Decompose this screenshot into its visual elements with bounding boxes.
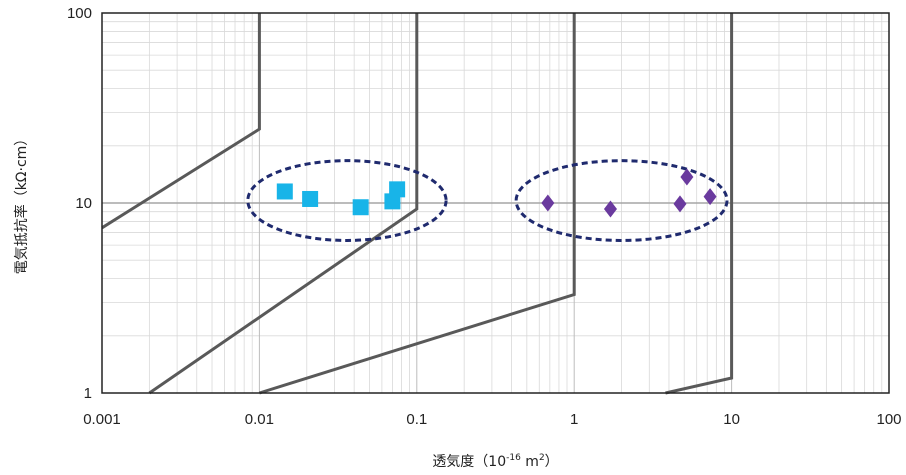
diamond-marker [680, 168, 694, 186]
x-tick-label: 0.01 [245, 411, 274, 428]
boundary-line-3 [258, 13, 576, 395]
plot-frame [101, 12, 890, 394]
diamond-marker [673, 195, 687, 213]
x-axis-title-main: 透気度（10 [432, 454, 506, 470]
x-axis-title-exponent-2: 2 [539, 453, 545, 463]
x-tick-label: 1 [570, 411, 578, 428]
y-tick-label: 100 [67, 5, 92, 22]
square-marker [276, 183, 293, 200]
ellipse-layer [246, 159, 729, 242]
square-marker [389, 181, 406, 198]
diamond-marker [703, 188, 717, 206]
y-axis-title: 電気抵抗率（kΩ·cm） [13, 132, 30, 275]
x-tick-label: 100 [876, 411, 901, 428]
x-axis-title-end: ） [545, 454, 559, 470]
boundary-lines-layer [101, 13, 734, 395]
diamond-marker [603, 200, 617, 218]
group-ellipse-1 [246, 159, 448, 242]
square-marker [384, 193, 401, 210]
x-tick-label: 0.1 [406, 411, 427, 428]
diamond-marker [541, 194, 555, 212]
marker-layer [276, 168, 717, 218]
x-tick-label: 0.001 [83, 411, 121, 428]
square-marker [352, 199, 369, 216]
x-axis-title-exponent-1: -16 [506, 453, 521, 463]
x-axis-title-unit: m [521, 454, 539, 470]
boundary-line-1 [101, 13, 261, 230]
y-tick-label: 10 [75, 195, 92, 212]
tick-label-layer: 0.001 0.01 0.1 1 10 100 1 10 100 [67, 5, 902, 428]
x-axis-title: 透気度（10-16 m2） [432, 453, 558, 470]
y-tick-label: 1 [84, 385, 92, 402]
x-tick-label: 10 [723, 411, 740, 428]
square-marker [302, 190, 319, 207]
boundary-line-4 [665, 13, 734, 395]
boundary-line-2 [148, 13, 419, 395]
